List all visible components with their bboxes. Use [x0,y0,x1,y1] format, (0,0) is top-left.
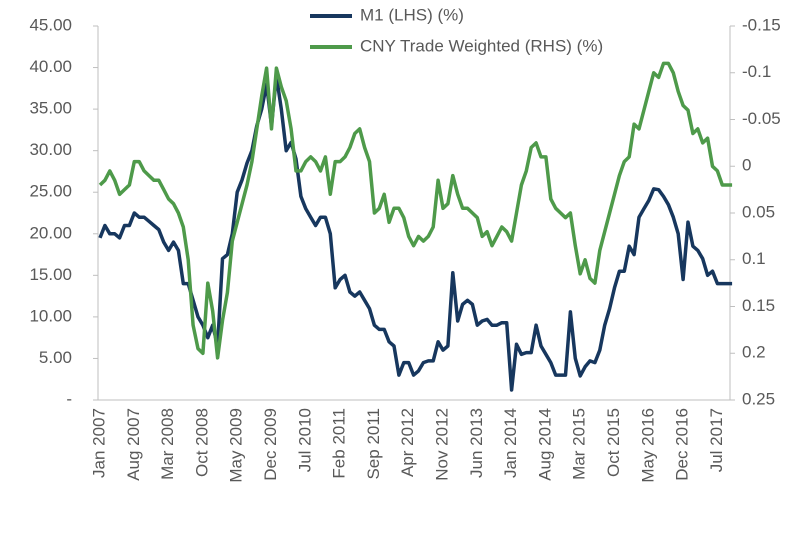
y2-tick-label: 0.15 [742,296,775,315]
y-tick-label: 40.00 [29,57,72,76]
y-tick-label: 30.00 [29,140,72,159]
y-tick-label: 15.00 [29,265,72,284]
legend-label: CNY Trade Weighted (RHS) (%) [360,36,603,55]
x-tick-label: Jun 2013 [467,408,486,478]
x-tick-label: Oct 2008 [192,408,211,477]
y-tick-label: 35.00 [29,99,72,118]
series-line [98,61,733,360]
series-line [98,74,733,392]
y2-tick-label: 0 [742,156,751,175]
x-tick-label: Feb 2011 [330,408,349,479]
y2-tick-label: 0.1 [742,249,766,268]
y2-tick-label: 0.25 [742,389,775,408]
y-tick-label: 10.00 [29,306,72,325]
y2-tick-label: 0.2 [742,343,766,362]
y2-tick-label: 0.05 [742,202,775,221]
x-tick-label: Aug 2007 [124,408,143,481]
y-tick-label: 5.00 [39,348,72,367]
x-tick-label: May 2016 [638,408,657,483]
x-tick-label: Mar 2008 [158,408,177,480]
x-tick-label: Mar 2015 [570,408,589,480]
x-tick-label: Jul 2017 [707,408,726,472]
x-tick-label: Apr 2012 [398,408,417,477]
x-tick-label: Sep 2011 [364,408,383,480]
y2-tick-label: -0.05 [742,109,781,128]
x-tick-label: Nov 2012 [432,408,451,481]
y2-tick-label: -0.1 [742,62,771,81]
y-tick-label: 45.00 [29,15,72,34]
x-tick-label: Aug 2014 [535,408,554,481]
x-tick-label: Dec 2016 [673,408,692,481]
x-tick-label: May 2009 [227,408,246,483]
y-tick-label: 25.00 [29,182,72,201]
x-tick-label: Jul 2010 [295,408,314,472]
x-tick-label: Oct 2015 [604,408,623,477]
y2-tick-label: -0.15 [742,15,781,34]
x-tick-label: Dec 2009 [261,408,280,481]
legend-label: M1 (LHS) (%) [360,5,464,24]
x-tick-label: Jan 2007 [89,408,108,478]
x-tick-label: Jan 2014 [501,408,520,478]
y-tick-label: 20.00 [29,223,72,242]
y-tick-label: - [66,389,72,408]
